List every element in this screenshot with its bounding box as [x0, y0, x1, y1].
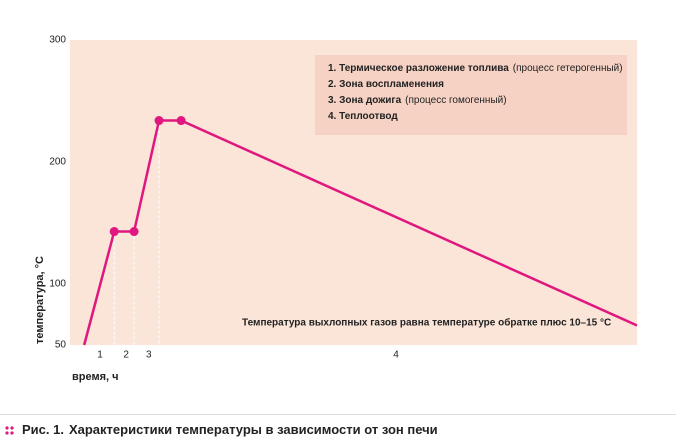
legend-item-title: 3. Зона дожига	[328, 95, 402, 106]
zone-label: 3	[146, 350, 152, 361]
legend-item-note: (процесс гомогенный)	[405, 95, 506, 106]
y-tick-label: 200	[49, 157, 66, 168]
zone-label: 2	[123, 350, 129, 361]
caption-icon	[5, 426, 14, 435]
point	[154, 116, 164, 126]
series-line	[82, 119, 638, 346]
point	[176, 116, 186, 126]
point	[129, 227, 139, 237]
zone-label: 1	[97, 350, 103, 361]
y-axis-label: температура, °С	[34, 256, 46, 344]
legend-item-note: (процесс гетерогенный)	[513, 63, 623, 74]
y-tick-label: 50	[55, 340, 67, 351]
legend-item: 1. Термическое разложение топлива (процес…	[328, 63, 623, 74]
legend-item-title: 1. Термическое разложение топлива	[328, 63, 509, 74]
y-tick-label: 300	[49, 35, 66, 46]
legend: 1. Термическое разложение топлива (процес…	[328, 63, 623, 122]
caption-prefix: Рис. 1.	[22, 422, 64, 437]
x-axis-label: время, ч	[72, 371, 119, 383]
separator	[0, 414, 676, 415]
legend-item-title: 4. Теплоотвод	[328, 111, 398, 122]
caption-text: Характеристики температуры в зависимости…	[69, 422, 438, 437]
annotation: Температура выхлопных газов равна темпер…	[242, 317, 611, 329]
point	[109, 227, 119, 237]
zone-label: 4	[393, 350, 399, 361]
legend-item: 3. Зона дожига (процесс гомогенный)	[328, 95, 507, 106]
legend-item: 2. Зона воспламенения	[328, 79, 444, 90]
y-tick-label: 100	[49, 279, 66, 290]
caption: Рис. 1. Характеристики температуры в зави…	[22, 422, 438, 437]
legend-box	[315, 55, 627, 135]
legend-item-title: 2. Зона воспламенения	[328, 79, 444, 90]
legend-item: 4. Теплоотвод	[328, 111, 398, 122]
